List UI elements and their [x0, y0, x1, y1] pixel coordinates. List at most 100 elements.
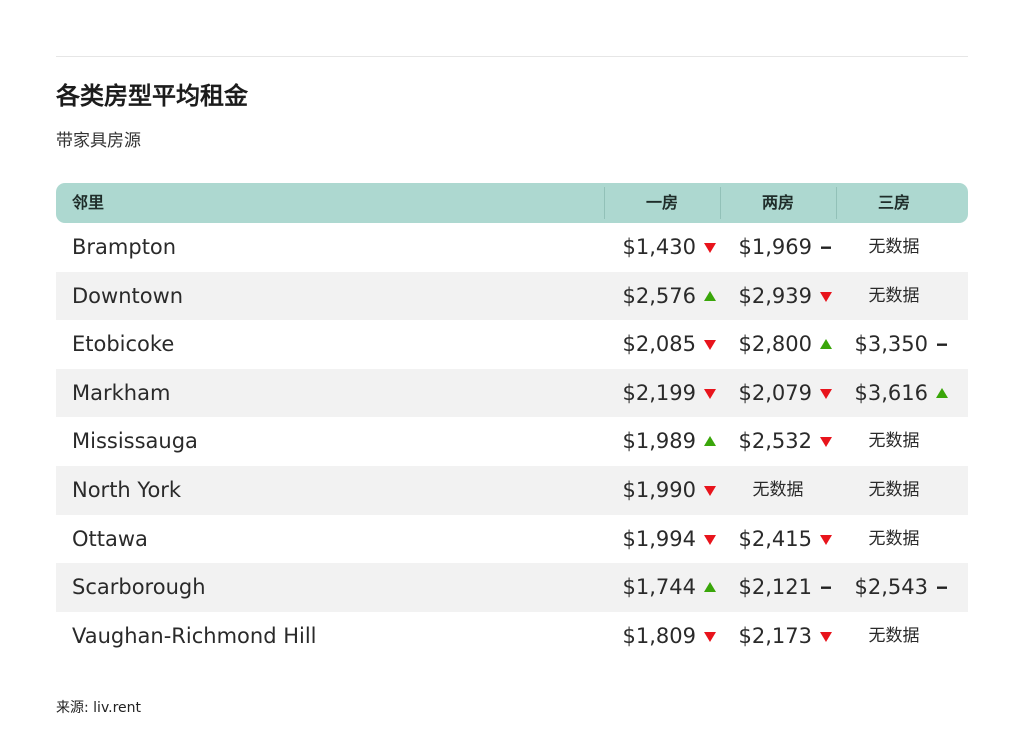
neighborhood-name: Markham: [72, 380, 171, 405]
rent-value: $1,989: [622, 429, 696, 454]
trend-down-icon: [818, 290, 834, 303]
table-row: Etobicoke $2,085 $2,800 $3,350: [56, 320, 968, 369]
top-divider: [56, 56, 968, 57]
column-divider: [720, 187, 721, 219]
page-title: 各类房型平均租金: [56, 82, 248, 110]
trend-flat-icon: [934, 338, 950, 351]
trend-up-icon: [702, 290, 718, 303]
rent-cell: $1,809: [604, 612, 720, 661]
rent-value: $2,543: [854, 575, 928, 600]
rent-value: $1,969: [738, 235, 812, 259]
table-row: Downtown $2,576 $2,939 无数据: [56, 271, 968, 321]
trend-up-icon: [934, 387, 950, 400]
trend-down-icon: [702, 484, 718, 497]
neighborhood-name: Vaughan-Richmond Hill: [72, 623, 317, 648]
trend-down-icon: [818, 435, 834, 448]
column-header-one-bedroom: 一房: [645, 193, 678, 212]
rent-value: $2,079: [738, 380, 812, 405]
rent-cell: $2,415: [720, 515, 836, 564]
rent-cell: $1,969: [720, 223, 836, 272]
rent-cell-no-data: 无数据: [720, 466, 836, 515]
rent-cell: $2,173: [720, 612, 836, 661]
no-data-label: 无数据: [868, 528, 920, 549]
trend-up-icon: [702, 581, 718, 594]
rent-cell: $2,532: [720, 417, 836, 466]
rent-cell: $1,994: [604, 515, 720, 564]
no-data-label: 无数据: [868, 625, 920, 646]
neighborhood-name: Ottawa: [72, 526, 148, 551]
rent-cell-no-data: 无数据: [836, 272, 952, 321]
neighborhood-name: North York: [72, 477, 182, 502]
rent-cell-no-data: 无数据: [836, 612, 952, 661]
column-header-neighborhood: 邻里: [72, 193, 105, 212]
no-data-label: 无数据: [868, 479, 920, 500]
rent-value: $2,939: [738, 283, 812, 308]
column-header-two-bedroom: 两房: [761, 193, 794, 212]
table-body: Brampton $1,430 $1,969 无数据 Downtown $2,576 $2,…: [56, 223, 968, 660]
rent-value: $1,430: [622, 235, 696, 259]
rent-value: $2,085: [622, 332, 696, 357]
rent-value: $2,121: [738, 575, 812, 600]
rent-cell: $1,744: [604, 563, 720, 612]
rent-cell: $1,430: [604, 223, 720, 272]
trend-down-icon: [818, 387, 834, 400]
rent-value: $2,532: [738, 429, 812, 454]
rent-cell: $2,543: [836, 563, 952, 612]
neighborhood-name: Brampton: [72, 235, 177, 259]
rent-cell-no-data: 无数据: [836, 515, 952, 564]
trend-down-icon: [702, 630, 718, 643]
neighborhood-name: Scarborough: [72, 575, 206, 600]
rent-cell: $2,800: [720, 320, 836, 369]
rent-value: $1,990: [622, 477, 696, 502]
rent-value: $1,809: [622, 623, 696, 648]
rent-value: $2,576: [622, 283, 696, 308]
table-row: North York $1,990 无数据 无数据: [56, 465, 968, 515]
no-data-label: 无数据: [868, 237, 920, 257]
rent-cell: $2,085: [604, 320, 720, 369]
table-row: Ottawa $1,994 $2,415 无数据: [56, 515, 968, 564]
table-row: Scarborough $1,744 $2,121 $2,543: [56, 563, 968, 612]
no-data-label: 无数据: [868, 431, 920, 452]
page-subtitle: 带家具房源: [56, 131, 141, 151]
trend-down-icon: [702, 241, 718, 254]
trend-down-icon: [818, 630, 834, 643]
neighborhood-name: Downtown: [72, 283, 184, 308]
table-row: Brampton $1,430 $1,969 无数据: [56, 223, 968, 272]
rent-cell-no-data: 无数据: [836, 466, 952, 515]
rent-value: $3,616: [854, 380, 928, 405]
rent-table: 邻里 一房 两房 三房 Brampton $1,430 $1,969 无数据 Downt…: [56, 183, 968, 660]
trend-down-icon: [702, 387, 718, 400]
rent-value: $2,173: [738, 623, 812, 648]
trend-up-icon: [818, 338, 834, 351]
column-divider: [836, 187, 837, 219]
rent-cell: $1,989: [604, 417, 720, 466]
trend-down-icon: [702, 533, 718, 546]
rent-value: $1,744: [622, 575, 696, 600]
rent-value: $3,350: [854, 332, 928, 357]
rent-cell-no-data: 无数据: [836, 417, 952, 466]
trend-down-icon: [818, 533, 834, 546]
table-row: Vaughan-Richmond Hill $1,809 $2,173 无数据: [56, 612, 968, 661]
rent-cell: $2,199: [604, 369, 720, 418]
trend-up-icon: [702, 435, 718, 448]
neighborhood-name: Etobicoke: [72, 332, 175, 357]
neighborhood-name: Mississauga: [72, 429, 198, 454]
rent-cell: $2,079: [720, 369, 836, 418]
rent-cell: $2,121: [720, 563, 836, 612]
rent-cell: $1,990: [604, 466, 720, 515]
rent-cell: $3,350: [836, 320, 952, 369]
no-data-label: 无数据: [752, 479, 804, 500]
trend-flat-icon: [818, 581, 834, 594]
rent-cell: $2,576: [604, 272, 720, 321]
table-header: 邻里 一房 两房 三房: [56, 183, 968, 223]
rent-cell-no-data: 无数据: [836, 223, 952, 272]
table-row: Mississauga $1,989 $2,532 无数据: [56, 417, 968, 466]
rent-value: $2,415: [738, 526, 812, 551]
trend-down-icon: [702, 338, 718, 351]
rent-value: $1,994: [622, 526, 696, 551]
trend-flat-icon: [934, 581, 950, 594]
rent-cell: $3,616: [836, 369, 952, 418]
trend-flat-icon: [818, 241, 834, 254]
column-header-three-bedroom: 三房: [877, 193, 910, 212]
rent-value: $2,800: [738, 332, 812, 357]
